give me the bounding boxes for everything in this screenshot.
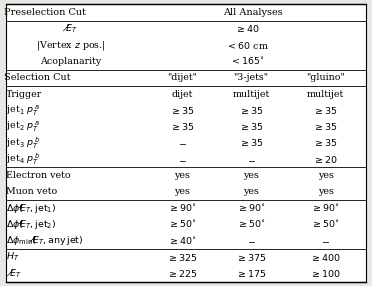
Text: "gluino": "gluino" (306, 73, 345, 82)
Text: multijet: multijet (307, 90, 344, 99)
Text: $\geq 90^{\circ}$: $\geq 90^{\circ}$ (168, 203, 197, 214)
Text: multijet: multijet (232, 90, 270, 99)
Text: $\geq 35$: $\geq 35$ (239, 105, 263, 116)
Text: $\geq 20$: $\geq 20$ (313, 154, 338, 165)
Text: $\geq 40$: $\geq 40$ (235, 23, 260, 34)
Text: $\geq 100$: $\geq 100$ (310, 268, 341, 279)
Text: $\geq 35$: $\geq 35$ (313, 138, 338, 148)
Text: Selection Cut: Selection Cut (4, 73, 70, 82)
Text: Preselection Cut: Preselection Cut (4, 8, 86, 17)
Text: $\not\!\!E_T$: $\not\!\!E_T$ (62, 23, 79, 35)
Text: yes: yes (243, 171, 259, 180)
Text: yes: yes (174, 171, 190, 180)
Text: $\geq 175$: $\geq 175$ (235, 268, 267, 279)
Text: "3-jets": "3-jets" (234, 73, 269, 82)
Text: $\geq 35$: $\geq 35$ (170, 121, 195, 132)
Text: Acoplanarity: Acoplanarity (40, 57, 101, 66)
Text: $-$: $-$ (247, 237, 256, 245)
Text: $< 165^{\circ}$: $< 165^{\circ}$ (230, 56, 265, 67)
Text: $\geq 90^{\circ}$: $\geq 90^{\circ}$ (311, 203, 340, 214)
Text: jet$_1$ $p_T^{\,a}$: jet$_1$ $p_T^{\,a}$ (6, 103, 40, 118)
Text: $\not\!\!E_T$: $\not\!\!E_T$ (6, 267, 22, 280)
Text: Electron veto: Electron veto (6, 171, 70, 180)
Text: yes: yes (174, 187, 190, 196)
Text: $-$: $-$ (321, 237, 330, 245)
Text: $\geq 400$: $\geq 400$ (310, 252, 341, 263)
Text: yes: yes (318, 187, 333, 196)
Text: $\geq 35$: $\geq 35$ (170, 105, 195, 116)
Text: $\geq 375$: $\geq 375$ (235, 252, 267, 263)
Text: $\geq 50^{\circ}$: $\geq 50^{\circ}$ (237, 219, 266, 230)
Text: $< 60$ cm: $< 60$ cm (226, 39, 269, 51)
Text: $\Delta\phi_{\mathrm{min}}(\not\!\!E_T,\mathrm{any\,jet})$: $\Delta\phi_{\mathrm{min}}(\not\!\!E_T,\… (6, 235, 83, 247)
Text: $H_T$: $H_T$ (6, 251, 19, 263)
Text: $\geq 35$: $\geq 35$ (313, 121, 338, 132)
Text: $\geq 225$: $\geq 225$ (167, 268, 198, 279)
Text: $\Delta\phi(\not\!\!E_T,\mathrm{jet}_1)$: $\Delta\phi(\not\!\!E_T,\mathrm{jet}_1)$ (6, 202, 56, 215)
Text: $\geq 35$: $\geq 35$ (239, 138, 263, 148)
Text: All Analyses: All Analyses (223, 8, 283, 17)
Text: jet$_2$ $p_T^{\,a}$: jet$_2$ $p_T^{\,a}$ (6, 119, 40, 134)
Text: $\Delta\phi(\not\!\!E_T,\mathrm{jet}_2)$: $\Delta\phi(\not\!\!E_T,\mathrm{jet}_2)$ (6, 218, 56, 231)
Text: $\geq 90^{\circ}$: $\geq 90^{\circ}$ (237, 203, 266, 214)
Text: "dijet": "dijet" (167, 73, 197, 82)
Text: $-$: $-$ (178, 155, 187, 164)
Text: $\geq 35$: $\geq 35$ (239, 121, 263, 132)
Text: |Vertex $z$ pos.|: |Vertex $z$ pos.| (36, 39, 106, 51)
Text: yes: yes (243, 187, 259, 196)
Text: $\geq 50^{\circ}$: $\geq 50^{\circ}$ (311, 219, 340, 230)
Text: Trigger: Trigger (6, 90, 42, 99)
Text: $\geq 325$: $\geq 325$ (167, 252, 198, 263)
Text: yes: yes (318, 171, 333, 180)
Text: $-$: $-$ (247, 155, 256, 164)
Text: $-$: $-$ (178, 138, 187, 148)
Text: jet$_4$ $p_T^{\,b}$: jet$_4$ $p_T^{\,b}$ (6, 152, 40, 167)
Text: $\geq 35$: $\geq 35$ (313, 105, 338, 116)
Text: jet$_3$ $p_T^{\,b}$: jet$_3$ $p_T^{\,b}$ (6, 135, 40, 151)
Text: dijet: dijet (171, 90, 193, 99)
Text: $\geq 40^{\circ}$: $\geq 40^{\circ}$ (168, 235, 197, 247)
Text: Muon veto: Muon veto (6, 187, 57, 196)
Text: $\geq 50^{\circ}$: $\geq 50^{\circ}$ (168, 219, 197, 230)
